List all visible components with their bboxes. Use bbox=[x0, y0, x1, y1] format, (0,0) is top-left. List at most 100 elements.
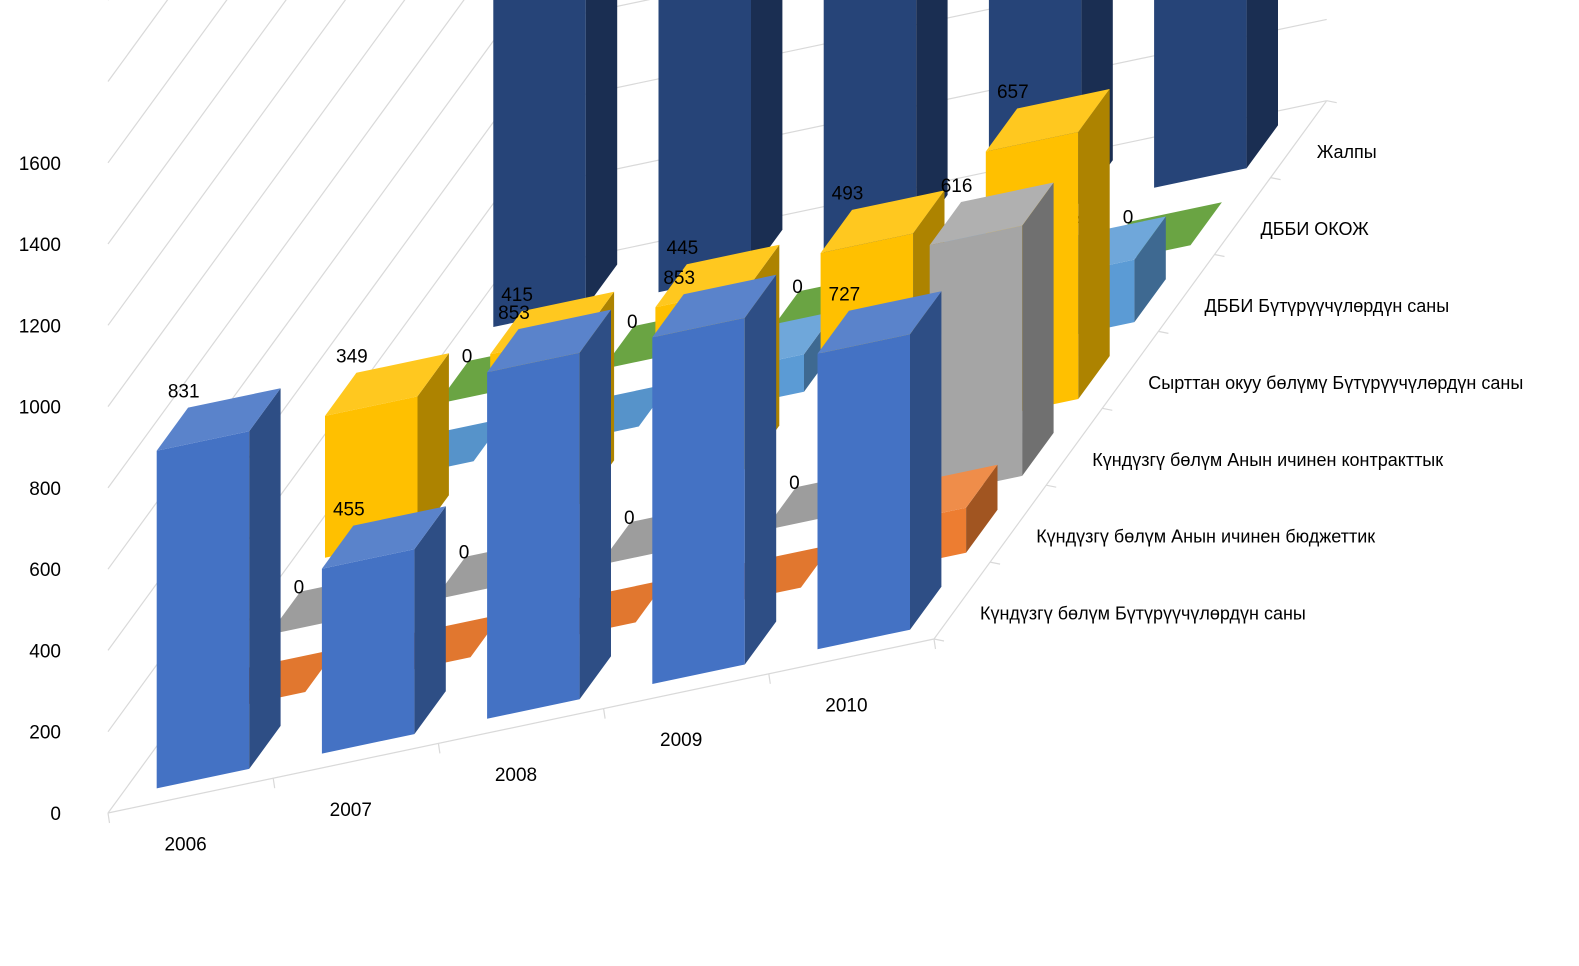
depth-tick-mark bbox=[933, 638, 945, 642]
bar: 1538 bbox=[1154, 0, 1278, 188]
bar: 616 bbox=[929, 176, 1054, 496]
bar-front-face bbox=[658, 0, 751, 293]
gridline bbox=[107, 0, 347, 326]
y-tick-label: 1400 bbox=[19, 235, 61, 256]
x-tick-mark bbox=[437, 743, 441, 754]
depth-tick-mark bbox=[1102, 407, 1113, 411]
bar-top-face bbox=[156, 388, 281, 451]
data-label: 0 bbox=[789, 473, 800, 494]
bar-front-face bbox=[1154, 0, 1247, 188]
bar-front-face bbox=[929, 225, 1023, 496]
data-label: 493 bbox=[832, 184, 864, 205]
data-label: 657 bbox=[997, 82, 1029, 103]
gridline bbox=[107, 0, 465, 489]
bar-side-face bbox=[414, 506, 446, 735]
data-label: 0 bbox=[462, 347, 473, 368]
bar-top-face bbox=[929, 182, 1054, 246]
bar-front-face bbox=[321, 549, 415, 754]
bar-front-face bbox=[823, 0, 917, 258]
category-label: 2008 bbox=[495, 765, 537, 786]
bar: 870 bbox=[658, 0, 783, 293]
bar-side-face bbox=[910, 291, 942, 630]
bar: 831 bbox=[156, 381, 281, 789]
bar-side-face bbox=[1078, 89, 1110, 399]
bar-top-face bbox=[985, 89, 1110, 152]
bar: 455 bbox=[321, 499, 446, 754]
data-label: 455 bbox=[333, 499, 365, 520]
series-label: ДББИ ОКОЖ bbox=[1261, 219, 1370, 239]
bar-top-face bbox=[652, 274, 777, 338]
bar: 853 bbox=[487, 303, 611, 719]
x-tick-mark bbox=[933, 638, 937, 650]
bar-top-face bbox=[820, 190, 945, 253]
bar-top-face bbox=[655, 244, 780, 308]
depth-axis-line bbox=[933, 100, 1328, 640]
x-tick-mark bbox=[603, 708, 606, 719]
bar-front-face bbox=[493, 0, 586, 327]
chart-labels: 0 200 400 600 800 1000 1200 1400 1600 2006 2007 200… bbox=[19, 142, 1524, 856]
depth-tick-mark bbox=[1326, 100, 1337, 104]
category-label: 2006 bbox=[164, 835, 206, 856]
category-label: 2010 bbox=[825, 695, 867, 716]
y-tick-label: 600 bbox=[29, 560, 61, 581]
bar-side-face bbox=[751, 0, 783, 273]
bar: 727 bbox=[817, 285, 942, 650]
bar-top-face bbox=[321, 506, 446, 569]
bar-top-face bbox=[325, 353, 449, 416]
x-tick-mark bbox=[107, 812, 111, 824]
depth-tick-mark bbox=[1270, 177, 1281, 181]
data-label: 0 bbox=[294, 577, 305, 598]
bar-side-face bbox=[249, 388, 281, 769]
data-label: 853 bbox=[663, 268, 695, 289]
x-tick-mark bbox=[768, 673, 771, 684]
bar-top-face bbox=[817, 291, 942, 354]
y-tick-label: 1200 bbox=[19, 316, 61, 337]
category-label: 2009 bbox=[660, 730, 702, 751]
y-tick-label: 400 bbox=[29, 641, 61, 662]
gridline bbox=[500, 0, 651, 32]
bar-front-face bbox=[156, 431, 250, 789]
gridline bbox=[107, 0, 287, 245]
bar-top-face bbox=[487, 309, 611, 373]
gridline bbox=[107, 0, 406, 407]
bar-side-face bbox=[1134, 216, 1166, 323]
depth-tick-mark bbox=[989, 561, 1001, 565]
bar: 1180 bbox=[493, 0, 618, 327]
y-tick-label: 0 bbox=[50, 804, 61, 825]
data-label: 831 bbox=[168, 381, 200, 402]
data-label: 853 bbox=[498, 303, 530, 324]
x-axis-line bbox=[107, 638, 935, 814]
depth-tick-mark bbox=[1214, 253, 1225, 258]
category-label: 2007 bbox=[330, 800, 372, 821]
data-label: 0 bbox=[459, 543, 470, 564]
bar-side-face bbox=[916, 0, 948, 238]
y-tick-label: 1000 bbox=[19, 398, 61, 419]
data-label: 0 bbox=[627, 312, 638, 333]
series-label: ДББИ Бүтүрүүчүлөрдүн саны bbox=[1205, 296, 1450, 316]
bar-front-face bbox=[487, 352, 580, 719]
gridline bbox=[107, 0, 169, 82]
series-label: Күндүзгү бөлүм Бүтүрүүчүлөрдүн саны bbox=[980, 604, 1306, 624]
gridline bbox=[107, 0, 228, 164]
bar-side-face bbox=[1246, 0, 1278, 169]
bar-side-face bbox=[417, 353, 449, 539]
data-label: 349 bbox=[336, 347, 368, 368]
data-label: 415 bbox=[501, 285, 533, 306]
series-label: Сырттан окуу бөлүмү Бүтүрүүчүлөрдүн саны bbox=[1148, 373, 1523, 393]
data-label: 727 bbox=[829, 285, 861, 306]
depth-tick-mark bbox=[1046, 484, 1057, 488]
y-tick-label: 200 bbox=[29, 723, 61, 744]
y-tick-label: 800 bbox=[29, 479, 61, 500]
bar-side-face bbox=[585, 0, 618, 308]
bar: 853 bbox=[652, 268, 777, 684]
series-label: Күндүзгү бөлүм Анын ичинен бюджеттик bbox=[1036, 527, 1375, 547]
series-label: Күндүзгү бөлүм Анын ичинен контракттык bbox=[1092, 450, 1443, 470]
y-tick-label: 1600 bbox=[19, 154, 61, 175]
series-label: Жалпы bbox=[1317, 142, 1377, 162]
data-label: 0 bbox=[624, 508, 635, 529]
bar-side-face bbox=[966, 464, 998, 553]
bar-front-face bbox=[817, 334, 910, 650]
x-tick-mark bbox=[272, 778, 276, 789]
chart-bars: 1180870139015881538000000092242154349415… bbox=[156, 0, 1278, 789]
